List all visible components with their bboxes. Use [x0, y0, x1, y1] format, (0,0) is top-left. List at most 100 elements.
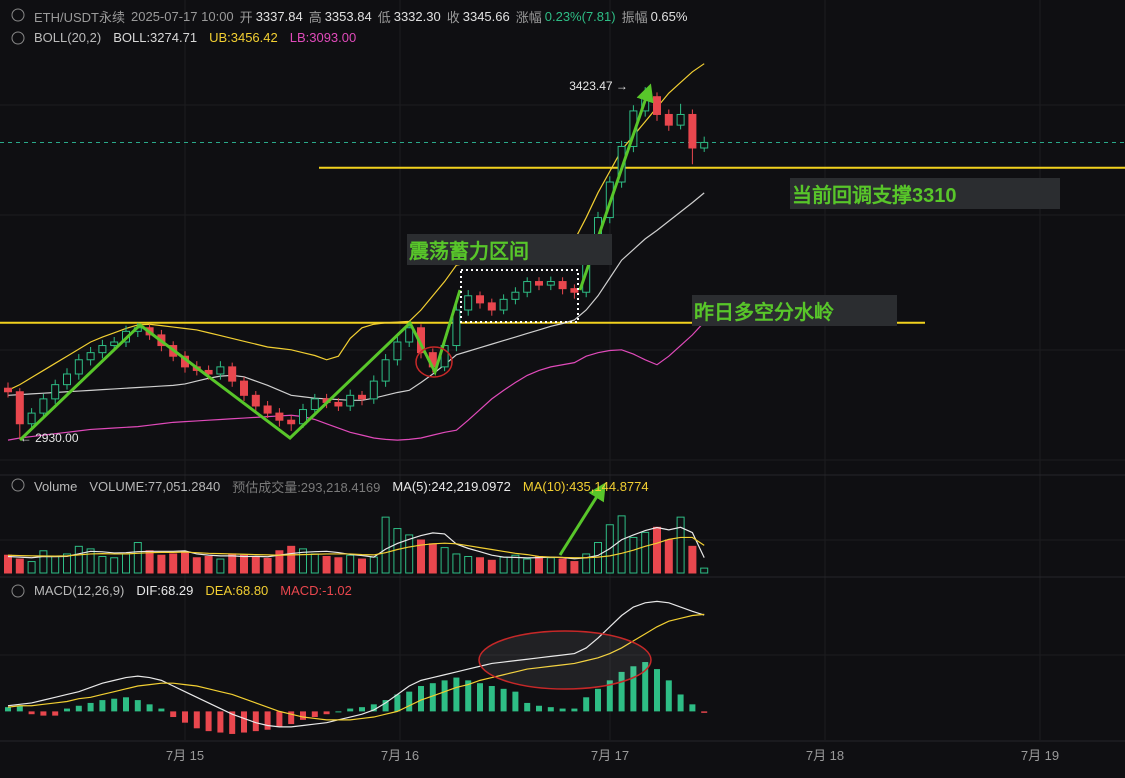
volume-bar — [700, 567, 709, 574]
macd-bar — [170, 711, 177, 718]
volume-bar — [98, 555, 107, 574]
zone-label: 震荡蓄力区间 — [407, 234, 612, 265]
volume-bar — [452, 553, 461, 574]
candle-body — [15, 391, 24, 425]
legend-title: MACD(12,26,9) — [34, 583, 125, 598]
volume-bar — [275, 550, 284, 574]
volume-bar — [688, 545, 697, 574]
candle-body — [523, 281, 532, 293]
volume-bar — [440, 547, 449, 574]
volume-bar — [428, 543, 437, 574]
candle-body — [346, 394, 355, 407]
field-value: 3332.30 — [393, 9, 441, 24]
volume-bar — [676, 516, 685, 574]
candle-body — [51, 384, 60, 400]
legend-title: Volume — [34, 479, 78, 494]
macd-bar — [123, 697, 129, 712]
macd-bar — [583, 697, 590, 712]
x-tick-label: 7月 16 — [380, 748, 420, 763]
candle-body — [617, 145, 626, 183]
field-value: 3345.66 — [462, 9, 510, 24]
volume-bar — [169, 553, 178, 574]
boll-legend: BOLL(20,2) BOLL:3274.71 UB:3456.42 LB:3093.… — [34, 30, 362, 45]
macd-bar — [524, 702, 531, 712]
candle-body — [263, 405, 272, 414]
candle-body — [653, 96, 661, 115]
macd-bar — [87, 702, 94, 712]
legend-item: MA(5):242,219.0972 — [392, 479, 511, 494]
field-value: 3337.84 — [255, 9, 303, 24]
macd-bar — [229, 711, 236, 734]
candle-body — [216, 366, 225, 375]
macd-bar — [654, 669, 660, 712]
candle-body — [275, 412, 284, 421]
macd-bar — [5, 707, 11, 712]
volume-legend: Volume VOLUME:77,051.2840 预估成交量:293,218.41… — [34, 477, 655, 496]
macd-bar — [429, 683, 436, 712]
macd-bar — [158, 708, 165, 712]
macd-bar — [512, 691, 519, 712]
macd-bar — [536, 705, 542, 712]
volume-bar — [499, 556, 508, 574]
plot — [0, 63, 1125, 734]
macd-bar — [677, 694, 684, 712]
macd-legend: MACD(12,26,9) DIF:68.29 DEA:68.80 MACD:-1.0… — [34, 583, 358, 598]
macd-bar — [111, 698, 118, 712]
drawings — [18, 83, 654, 690]
time: 2025-07-17 10:00 — [131, 9, 234, 24]
volume-bar — [51, 555, 60, 574]
macd-bar — [134, 700, 141, 712]
macd-bar — [359, 707, 365, 712]
volume-bar — [546, 557, 555, 574]
candle-body — [476, 295, 484, 304]
macd-bar — [370, 704, 377, 712]
volume-bar — [617, 515, 626, 574]
volume-bar — [263, 557, 272, 574]
candle-body — [228, 366, 237, 382]
macd-bar — [64, 708, 70, 712]
macd-bar — [500, 688, 507, 712]
volume-bar — [228, 553, 237, 574]
field-value: 3353.84 — [324, 9, 372, 24]
legend-item: VOLUME:77,051.2840 — [89, 479, 221, 494]
legend-item: MA(10):435,144.8774 — [522, 479, 649, 494]
macd-bar — [606, 680, 613, 712]
panel-icons — [11, 8, 25, 598]
volume-bar — [334, 557, 343, 574]
candle-body — [334, 401, 343, 407]
macd-bar — [689, 704, 696, 712]
volume-bar — [417, 539, 425, 574]
macd-bar — [300, 711, 306, 720]
candle-body — [487, 302, 496, 311]
boll-mid — [7, 192, 705, 401]
legend-item: BOLL:3274.71 — [113, 30, 198, 45]
volume-bar — [464, 555, 473, 574]
volume-bar — [251, 556, 260, 574]
macd-bar — [335, 711, 342, 713]
volume-bar — [558, 558, 567, 574]
macd-dea — [7, 613, 705, 721]
volume-bar — [74, 545, 83, 574]
macd-bar — [16, 705, 23, 712]
macd-bar — [406, 691, 413, 712]
volume-bar — [405, 534, 414, 574]
macd-bar — [99, 700, 106, 712]
volume-bar — [653, 526, 661, 574]
field-label: 开 — [239, 10, 253, 25]
candle-body — [511, 291, 520, 300]
candle-body — [546, 281, 555, 286]
panel-separators — [0, 474, 1125, 742]
legend-title: BOLL(20,2) — [34, 30, 102, 45]
candle-body — [381, 359, 390, 382]
macd-bar — [311, 711, 318, 718]
volume-bar — [240, 554, 248, 574]
macd-bar — [453, 677, 460, 712]
volume-bar — [523, 558, 532, 574]
candle-body — [27, 412, 36, 425]
volume-bar — [511, 554, 520, 574]
macd-bar — [642, 662, 649, 712]
macd-bar — [665, 680, 672, 712]
macd-bar — [418, 686, 424, 712]
macd-bar — [571, 708, 578, 712]
